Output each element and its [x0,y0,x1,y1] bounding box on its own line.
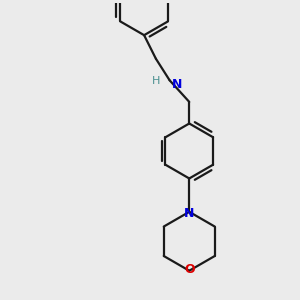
Text: O: O [184,262,195,276]
Text: H: H [152,76,160,86]
Text: N: N [184,207,194,220]
Text: N: N [172,78,182,92]
